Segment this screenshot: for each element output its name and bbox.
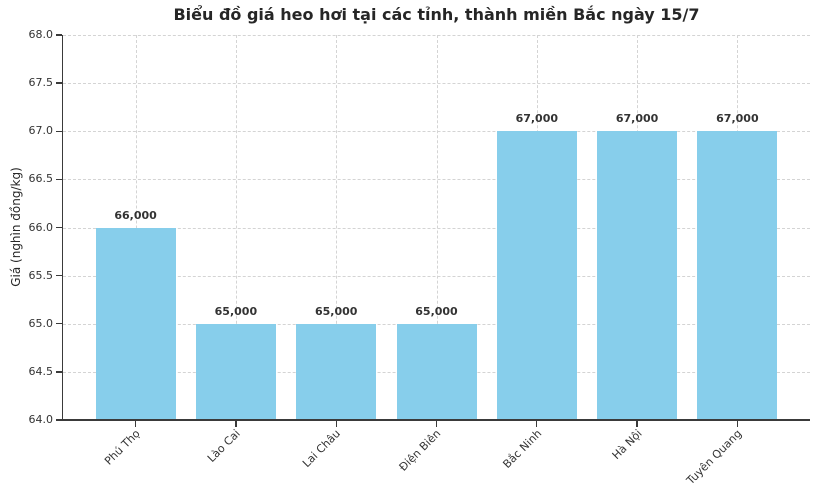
x-tick-label: Lào Cai (205, 427, 244, 465)
y-tick-mark (56, 130, 62, 132)
bar-value-label: 67,000 (515, 112, 559, 126)
y-tick-label: 66.0 (28, 220, 54, 234)
y-tick-mark (56, 274, 62, 277)
bar-value-label: 65,000 (415, 304, 458, 318)
x-axis-spine (61, 419, 810, 421)
bar-value-label: 65,000 (314, 304, 358, 318)
y-tick-mark (56, 82, 62, 84)
bar-4 (496, 131, 577, 420)
bar-1 (195, 323, 276, 420)
y-tick-label: 66.5 (28, 172, 54, 186)
x-tick-label: Điện Biên (396, 427, 444, 474)
y-tick-label: 64.0 (28, 413, 54, 426)
bar-3 (396, 323, 477, 420)
chart-title: Biểu đồ giá heo hơi tại các tỉnh, thành … (173, 5, 700, 24)
x-tick-mark (335, 421, 337, 427)
bar-0 (95, 227, 176, 420)
y-tick-mark (56, 371, 62, 373)
y-tick-mark (56, 178, 62, 181)
vertical-gridline (235, 35, 237, 419)
y-tick-label: 64.5 (28, 364, 54, 378)
bar-value-label: 67,000 (615, 112, 659, 126)
vertical-gridline (436, 35, 438, 419)
x-tick-mark (736, 421, 739, 427)
x-tick-label: Hà Nội (609, 427, 645, 463)
y-tick-label: 67.0 (28, 124, 54, 138)
y-tick-label: 65.0 (28, 316, 54, 330)
y-tick-mark (56, 419, 62, 421)
y-tick-mark (56, 34, 62, 36)
x-tick-mark (435, 421, 438, 427)
y-axis-spine (61, 35, 64, 420)
x-tick-label: Tuyên Quang (684, 427, 745, 488)
bar-value-label: 67,000 (716, 112, 759, 126)
y-tick-label: 67.5 (28, 76, 54, 90)
vertical-gridline (135, 35, 137, 419)
y-tick-mark (56, 323, 62, 325)
y-tick-label: 68.0 (28, 28, 54, 41)
bar-5 (597, 131, 678, 420)
x-tick-mark (134, 421, 137, 427)
x-tick-mark (235, 421, 237, 427)
x-tick-mark (536, 421, 538, 427)
bar-value-label: 65,000 (214, 304, 258, 318)
bar-value-label: 66,000 (114, 208, 157, 222)
x-tick-label: Lai Châu (300, 427, 344, 470)
x-tick-label: Phú Thọ (102, 427, 143, 468)
vertical-gridline (336, 35, 338, 419)
x-tick-mark (636, 421, 638, 427)
x-tick-label: Bắc Ninh (500, 427, 545, 471)
y-tick-mark (56, 226, 62, 229)
bar-6 (697, 131, 778, 420)
bar-2 (296, 323, 377, 420)
y-tick-label: 65.5 (28, 268, 54, 282)
